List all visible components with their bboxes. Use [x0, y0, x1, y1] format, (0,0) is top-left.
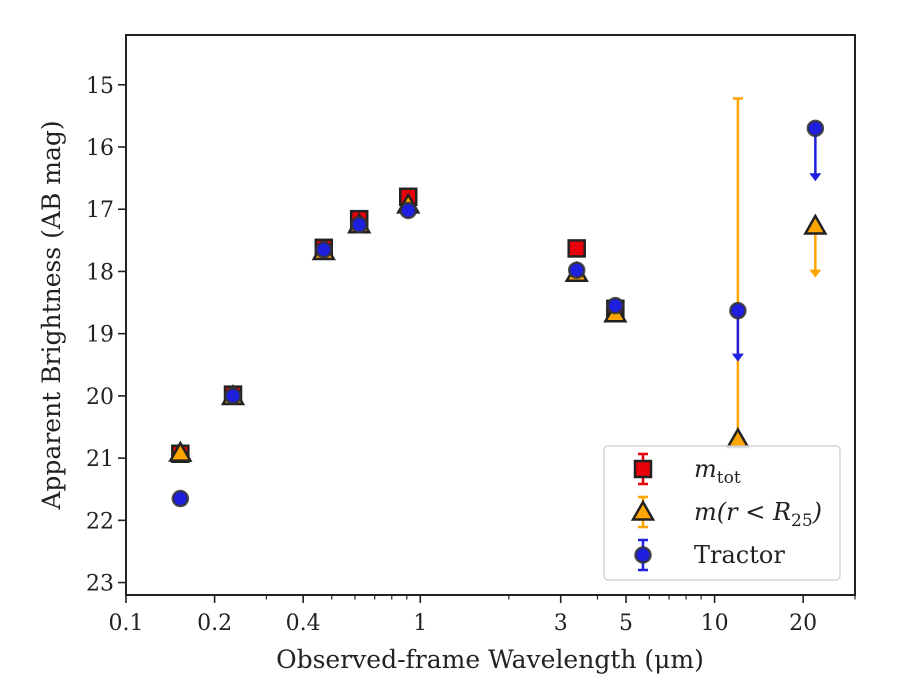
data-point-triangle: [803, 213, 828, 235]
plot-frame: [125, 34, 856, 596]
data-point-triangle: [168, 440, 193, 462]
data-point-circle: [729, 301, 747, 320]
y-tick-label: 22: [86, 509, 114, 534]
x-tick-label: 20: [789, 611, 817, 636]
data-point-circle: [224, 387, 242, 405]
error-bar: [732, 97, 743, 441]
y-tick-label: 15: [86, 74, 114, 99]
legend-marker-circle: [634, 546, 652, 564]
data-point-circle: [171, 489, 190, 508]
upper-limit-arrow-head: [731, 353, 744, 362]
data-point-circle: [606, 296, 625, 315]
legend-label: Tractor: [694, 541, 785, 569]
y-axis-label: Apparent Brightness (AB mag): [37, 120, 66, 510]
legend-marker-square: [633, 459, 653, 479]
data-point-circle: [567, 261, 586, 279]
y-tick-label: 23: [86, 572, 114, 597]
y-tick-label: 16: [86, 136, 114, 161]
x-tick-label: 1: [413, 611, 427, 636]
legend: mtot m(r < R25) Tractor: [603, 445, 841, 581]
x-axis-label: Observed-frame Wavelength (μm): [276, 645, 704, 674]
legend-item: m(r < R25): [630, 495, 822, 531]
data-point-triangle: [725, 426, 751, 449]
data-point-circle: [315, 240, 333, 259]
axis-ticks: 0.1 0.2 0.4 1 3 5 10 20 15 16 17 18 19 20 21 22 23: [86, 74, 856, 636]
y-tick-label: 21: [86, 447, 114, 472]
upper-limit-arrow-head: [809, 173, 822, 182]
data-point-circle: [399, 201, 417, 220]
data-point-circle: [350, 216, 368, 234]
x-tick-label: 5: [619, 611, 633, 636]
legend-item: Tractor: [634, 538, 785, 572]
x-tick-label: 10: [701, 611, 729, 636]
upper-limit-arrow-head: [809, 269, 822, 278]
x-tick-label: 0.1: [109, 611, 144, 636]
y-tick-label: 19: [86, 323, 114, 348]
data-point-circle: [806, 119, 825, 138]
x-tick-label: 3: [554, 611, 568, 636]
x-tick-label: 0.4: [286, 611, 321, 636]
data-marks: [168, 97, 828, 508]
legend-item: mtot: [633, 452, 741, 488]
y-tick-label: 17: [86, 198, 114, 223]
data-point-square: [567, 239, 586, 258]
y-tick-label: 20: [86, 385, 114, 410]
legend-label: mtot: [694, 455, 741, 488]
legend-marker-triangle: [630, 499, 656, 521]
legend-box: [603, 445, 841, 581]
legend-label: m(r < R25): [694, 498, 822, 531]
x-tick-label: 0.2: [197, 611, 232, 636]
y-tick-label: 18: [86, 260, 114, 285]
